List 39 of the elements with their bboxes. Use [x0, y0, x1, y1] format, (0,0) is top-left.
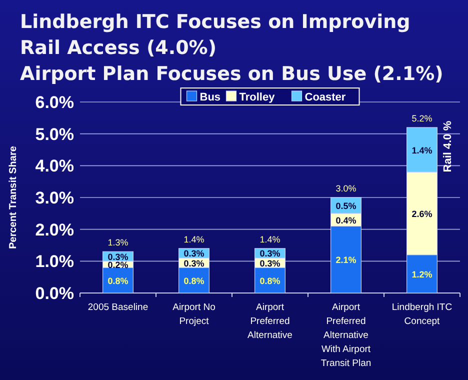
- y-tick-label: 0.0%: [35, 284, 74, 303]
- y-tick-label: 6.0%: [35, 93, 74, 112]
- data-label: 0.3%: [260, 248, 280, 259]
- legend-label: Coaster: [304, 92, 346, 104]
- data-label: 0.2%: [108, 260, 128, 270]
- y-tick-label: 4.0%: [35, 156, 74, 176]
- total-label: 1.3%: [108, 238, 128, 248]
- data-label: 0.3%: [108, 252, 128, 262]
- legend-label: Bus: [200, 92, 221, 104]
- data-label: 1.2%: [412, 269, 432, 280]
- y-axis-title: Percent Transit Share: [8, 146, 19, 249]
- total-label: 1.4%: [260, 234, 280, 244]
- legend-label: Trolley: [239, 92, 276, 104]
- total-label: 1.4%: [184, 234, 204, 244]
- data-label: 0.8%: [108, 276, 128, 286]
- y-tick-label: 3.0%: [35, 188, 74, 208]
- x-tick-label: Airport Preferred Alternative: [248, 302, 292, 341]
- data-label: 0.8%: [184, 276, 204, 286]
- chart-subtitle: Airport Plan Focuses on Bus Use (2.1%): [20, 63, 444, 85]
- x-tick-label: Airport No Project: [172, 302, 216, 327]
- data-label: 2.1%: [336, 255, 356, 266]
- data-label: 0.8%: [260, 276, 280, 286]
- total-label: 5.2%: [412, 113, 432, 124]
- data-label: 0.5%: [336, 200, 356, 211]
- y-tick-label: 2.0%: [35, 220, 74, 240]
- chart-title: Lindbergh ITC Focuses on Improving Rail Access (4.0%): [20, 11, 410, 59]
- x-tick-label: 2005 Baseline: [88, 302, 148, 313]
- data-label: 1.4%: [412, 145, 432, 156]
- data-label: 0.3%: [184, 248, 204, 259]
- x-tick-label: Lindbergh ITC Concept: [392, 302, 452, 327]
- y-tick-label: 5.0%: [35, 124, 74, 144]
- data-label: 0.4%: [336, 215, 356, 226]
- x-tick-label: Airport Preferred Alternative With Airport Transit Plan: [320, 302, 372, 369]
- total-label: 3.0%: [336, 184, 356, 194]
- data-label: 0.3%: [184, 258, 204, 268]
- y-tick-label: 1.0%: [35, 252, 74, 272]
- data-label: 2.6%: [412, 208, 432, 219]
- annotation: Rail 4.0 %: [442, 120, 454, 172]
- data-label: 0.3%: [260, 258, 280, 268]
